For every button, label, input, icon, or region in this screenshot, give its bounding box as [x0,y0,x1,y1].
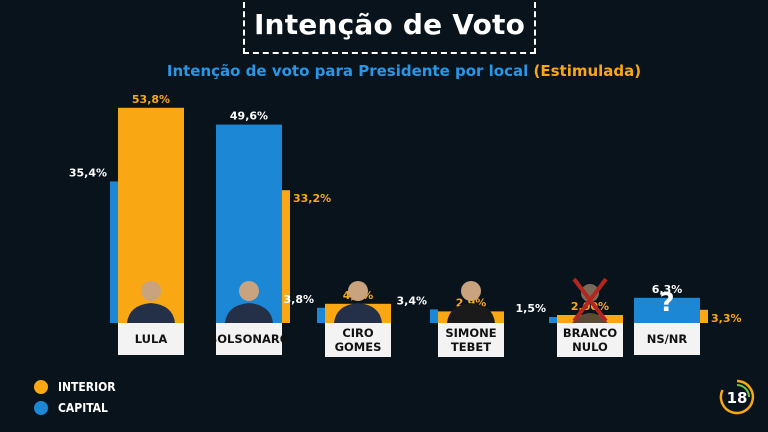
category-box-1 [216,323,282,355]
category-box-0 [118,323,184,355]
category-label-1-0: BOLSONARO [208,332,289,346]
legend: INTERIOR CAPITAL [34,376,116,418]
category-label-3-1: TEBET [451,340,491,354]
candidate-body-3 [447,303,495,323]
category-label-5-0: NS/NR [647,332,688,346]
bar-interior-1 [282,190,290,323]
candidate-head-1 [239,281,259,301]
category-label-3-0: SIMONE [445,326,496,340]
legend-item-capital: CAPITAL [34,397,116,418]
subtitle-highlight: (Estimulada) [533,62,642,80]
candidate-head-2 [348,281,368,301]
subtitle-main: Intenção de voto para Presidente por loc… [166,62,529,80]
candidate-body-0 [127,303,175,323]
value-label-interior-0: 53,8% [132,93,170,106]
category-label-2-0: CIRO [342,326,374,340]
category-label-4-1: NULO [572,340,608,354]
logo-text: 18 [727,389,748,407]
person-body [572,313,608,323]
bar-capital-2 [317,307,325,323]
category-label-2-1: GOMES [335,340,382,354]
chart-subtitle: Intenção de voto para Presidente por loc… [0,62,768,80]
legend-dot-capital [34,400,48,415]
legend-item-interior: INTERIOR [34,376,116,397]
person-head [581,284,599,302]
category-label-0-0: LULA [135,332,168,346]
title-frame [243,2,536,54]
bar-interior-5 [700,309,708,323]
question-mark-icon: ? [659,288,674,318]
candidate-photo-0 [127,281,175,323]
candidate-head-3 [461,281,481,301]
legend-label-interior: INTERIOR [58,379,116,394]
candidate-body-1 [225,303,273,323]
category-box-3 [438,323,504,357]
value-label-capital-0: 35,4% [69,166,107,179]
bar-capital-4 [549,317,557,323]
bar-capital-0 [110,181,118,323]
candidate-photo-2 [334,281,382,323]
candidate-photo-3 [447,281,495,323]
bar-capital-5 [634,297,700,323]
value-label-capital-1: 49,6% [230,110,268,123]
page-title: Intenção de Voto [253,8,526,41]
value-label-interior-5: 3,3% [711,312,742,325]
category-box-2 [325,323,391,357]
cross-line-b [572,277,608,323]
channel-logo-icon: 18 [719,379,755,415]
legend-label-capital: CAPITAL [58,400,108,415]
value-label-capital-4: 1,5% [515,302,546,315]
legend-dot-interior [34,379,48,394]
value-label-capital-5: 6,3% [652,283,683,296]
category-box-4 [557,323,623,357]
candidate-body-2 [334,303,382,323]
candidate-photo-1 [225,281,273,323]
category-label-4-0: BRANCO [563,326,618,340]
bar-capital-3 [430,309,438,323]
crossed-person-icon [572,277,608,323]
value-label-interior-1: 33,2% [293,192,331,205]
value-label-capital-3: 3,4% [396,294,427,307]
category-box-5 [634,323,700,355]
candidate-head-0 [141,281,161,301]
value-label-capital-2: 3,8% [283,293,314,306]
